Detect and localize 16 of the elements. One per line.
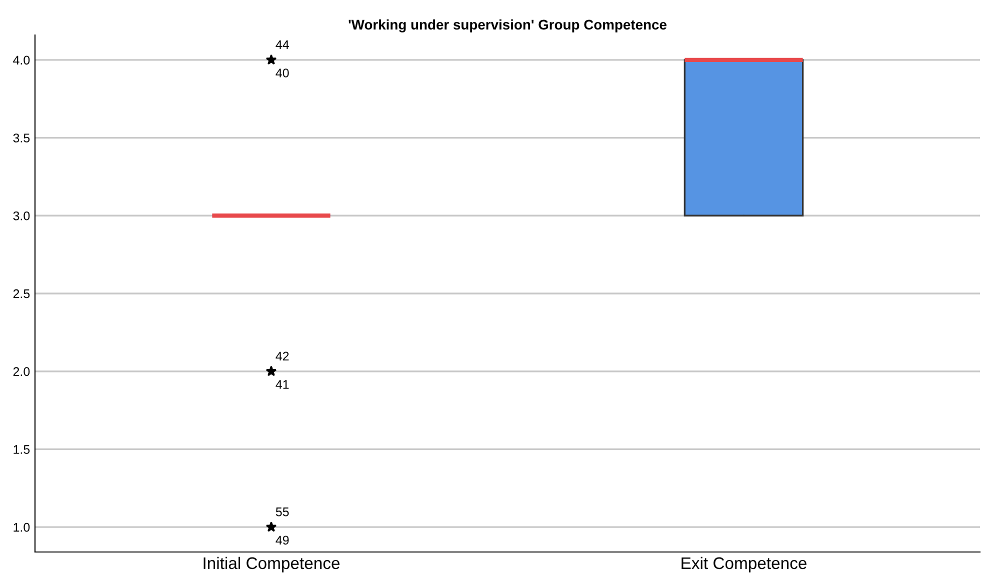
y-tick-label: 3.5 xyxy=(13,134,30,142)
y-tick-label: 2.5 xyxy=(13,289,30,298)
y-tick-label: 1.5 xyxy=(14,445,30,454)
annotation: 55 xyxy=(276,508,289,516)
chart-title: 'Working under supervision' Group Competence xyxy=(348,19,666,32)
x-tick-label: Initial Competence xyxy=(204,556,340,572)
x-tick-label: Exit Competence xyxy=(682,556,806,572)
annotation: 42 xyxy=(276,352,289,360)
annotation: 44 xyxy=(276,40,289,49)
annotation: 41 xyxy=(276,380,289,389)
annotation: 40 xyxy=(276,68,289,78)
annotation: 49 xyxy=(276,536,289,545)
y-tick-label: 1.0 xyxy=(14,522,30,532)
y-tick-label: 4.0 xyxy=(13,56,30,65)
y-tick-label: 3.0 xyxy=(13,211,30,220)
y-tick-label: 2.0 xyxy=(13,367,30,376)
